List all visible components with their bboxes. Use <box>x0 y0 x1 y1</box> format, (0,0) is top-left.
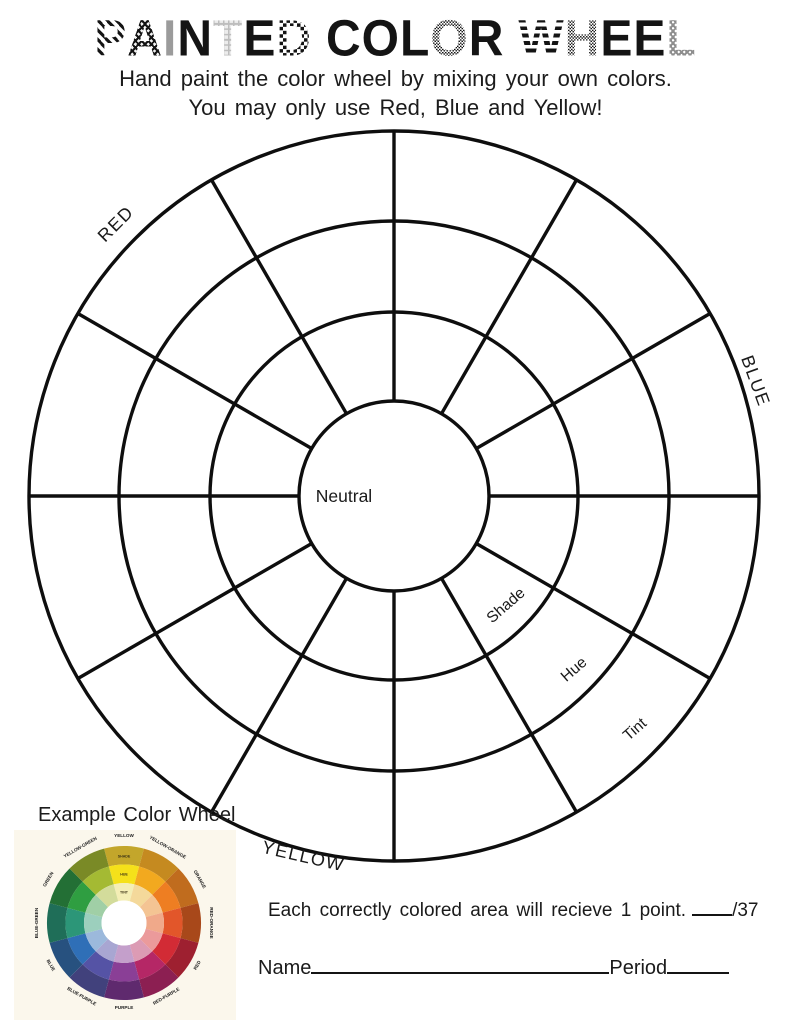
example-ring-order-label: HUE <box>120 873 128 877</box>
example-wedge-hue <box>162 907 183 939</box>
example-wedge-tint <box>139 894 163 918</box>
wheel-spoke <box>77 542 313 680</box>
example-wedge-tint <box>85 928 109 952</box>
scoring-text: Each correctly colored area will recieve… <box>268 900 687 921</box>
wheel-spoke <box>475 312 711 450</box>
example-wedge-hue <box>134 866 166 895</box>
example-wedge-hue <box>82 951 114 980</box>
title-letter: W <box>518 10 565 68</box>
example-wedge-tint <box>129 938 153 962</box>
period-blank-field <box>667 956 730 974</box>
example-wedge-shade <box>165 868 199 908</box>
example-wedge-hue <box>65 907 86 939</box>
title-letter: E <box>600 10 634 68</box>
example-wedge-shade <box>180 903 202 943</box>
example-wedge-hue <box>134 951 166 980</box>
example-wedge-shade <box>104 845 144 867</box>
example-wedge-tint <box>83 912 103 934</box>
title-letter: O <box>430 10 469 68</box>
title-letter: E <box>633 10 667 68</box>
title-letter: C <box>326 10 362 68</box>
example-segment-label: BLUE-GREEN <box>34 907 39 938</box>
page-title: PAINTED COLOR WHEEL <box>0 10 791 68</box>
example-wedge-shade <box>69 964 109 998</box>
example-wedge-hue <box>108 961 140 982</box>
example-wedge-hue <box>108 864 140 885</box>
example-wedge-shade <box>69 848 109 882</box>
title-letter: N <box>177 10 213 68</box>
name-label: Name <box>258 957 312 979</box>
example-wedge-tint <box>85 894 109 918</box>
example-segment-label: RED-ORANGE <box>209 907 214 938</box>
blue-sector-label: BLUE <box>737 353 774 410</box>
title-letter: L <box>400 10 431 68</box>
title-letter: R <box>468 10 505 68</box>
score-total: /37 <box>732 900 759 921</box>
example-wedge-hue <box>152 881 181 913</box>
wheel-spokes <box>29 131 759 861</box>
example-wedge-tint <box>129 884 153 908</box>
title-letter: I <box>162 10 178 68</box>
example-ring-order-label: TINT <box>120 891 129 895</box>
wheel-spoke <box>210 577 348 813</box>
example-wedge-shade <box>104 979 144 1001</box>
scoring-line: Each correctly colored area will recieve… <box>268 898 759 922</box>
wheel-spoke <box>475 542 711 680</box>
wheel-spoke <box>210 179 348 415</box>
example-wedge-tint <box>139 928 163 952</box>
example-wheel-wedges <box>46 845 202 1001</box>
wheel-spoke <box>77 312 313 450</box>
title-letter: L <box>666 10 697 68</box>
red-sector-label: RED <box>94 202 138 246</box>
example-wedge-shade <box>139 848 179 882</box>
example-wheel-center <box>101 900 147 946</box>
name-blank-field <box>311 956 610 974</box>
example-wedge-tint <box>145 912 165 934</box>
example-segment-label: RED <box>193 959 203 970</box>
example-wedge-shade <box>49 868 83 908</box>
example-wedge-tint <box>95 884 119 908</box>
example-wedge-hue <box>67 933 96 965</box>
title-letter <box>504 12 518 67</box>
example-wedge-hue <box>67 881 96 913</box>
example-segment-label: PURPLE <box>115 1005 134 1010</box>
subtitle-line-2: You may only use Red, Blue and Yellow! <box>188 95 603 120</box>
subtitle-line-1: Hand paint the color wheel by mixing you… <box>119 66 672 91</box>
example-wedge-tint <box>113 882 135 902</box>
period-label: Period <box>609 957 668 979</box>
example-wedge-shade <box>165 938 199 978</box>
title-letter: O <box>361 10 401 68</box>
score-blank-field <box>692 898 733 916</box>
example-segment-label: BLUE <box>46 959 57 972</box>
title-letter: D <box>276 10 312 68</box>
example-color-wheel-image: YELLOW YELLOW-ORANGEORANGERED-ORANGEREDRE… <box>14 830 236 1020</box>
title-letter: T <box>212 10 244 68</box>
example-wedge-hue <box>152 933 181 965</box>
title-letter: P <box>94 10 128 68</box>
title-letter <box>312 12 326 67</box>
example-wedge-tint <box>95 938 119 962</box>
title-letter: H <box>564 10 601 68</box>
color-wheel-diagram: Neutral Shade Hue Tint RED BLUE YELLOW <box>27 129 774 870</box>
title-letter: A <box>127 10 163 68</box>
wheel-spoke <box>440 179 578 415</box>
neutral-label: Neutral <box>316 486 372 506</box>
example-wedge-shade <box>49 938 83 978</box>
example-wedge-hue <box>82 866 114 895</box>
example-wedge-shade <box>139 964 179 998</box>
title-letter: E <box>243 10 277 68</box>
example-ring-order-label: SHADE <box>118 855 131 859</box>
example-wedge-tint <box>113 944 135 964</box>
name-period-line: Name Period <box>258 956 730 980</box>
yellow-sector-label: YELLOW <box>260 837 346 870</box>
wheel-spoke <box>440 577 578 813</box>
hue-ring-label: Hue <box>558 654 591 685</box>
example-wedge-shade <box>46 903 68 943</box>
tint-ring-label: Tint <box>620 714 651 744</box>
example-wheel-heading: Example Color Wheel <box>38 804 236 826</box>
example-segment-label: YELLOW <box>114 833 134 838</box>
shade-ring-label: Shade <box>484 584 529 626</box>
